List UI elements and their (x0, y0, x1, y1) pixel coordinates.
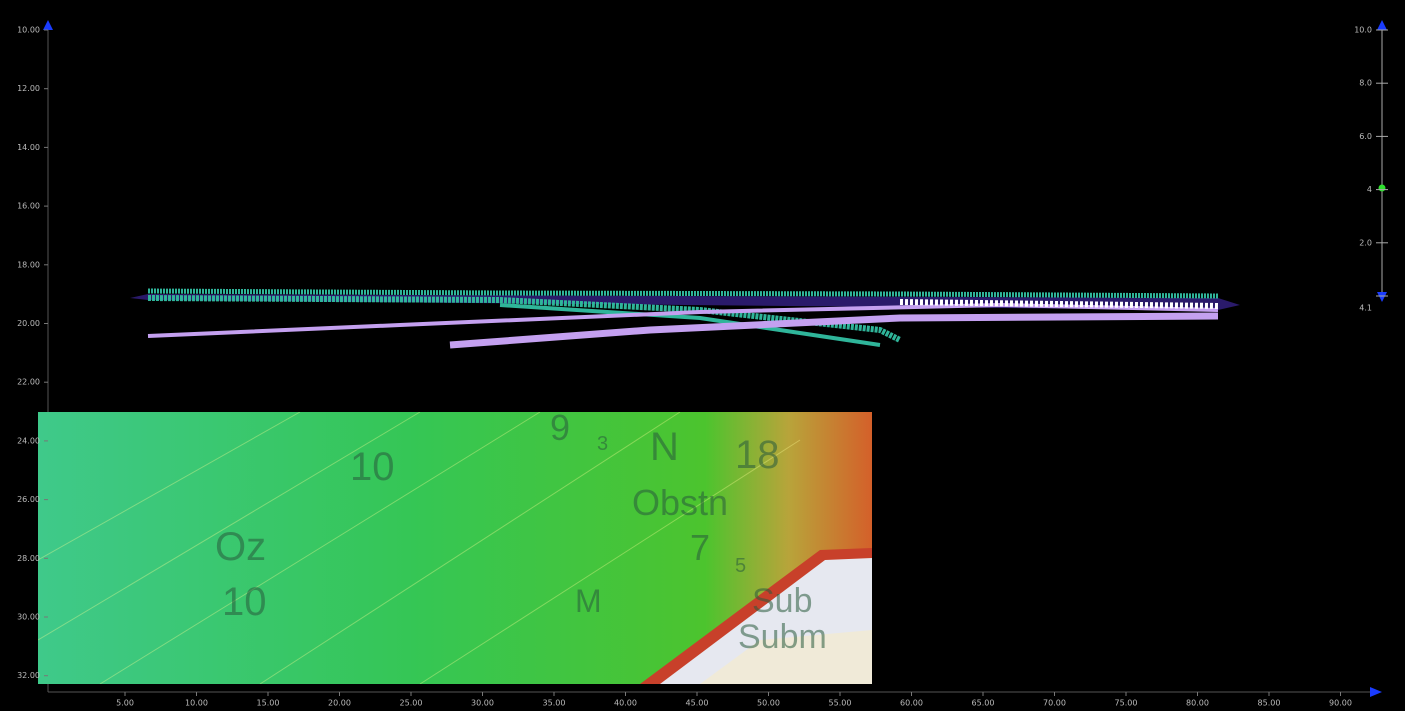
distance-label: 70.00 (1043, 699, 1066, 708)
distance-label: 60.00 (900, 699, 923, 708)
map-label: 7 (690, 527, 710, 568)
distance-label: 5.00 (116, 699, 134, 708)
distance-label: 15.00 (257, 699, 280, 708)
scale-label: 4 (1367, 185, 1372, 194)
map-label: 10 (222, 580, 267, 624)
distance-label: 85.00 (1258, 699, 1281, 708)
map-label: 3 (597, 433, 608, 455)
map-label: Obstn (632, 482, 728, 523)
distance-label: 65.00 (972, 699, 995, 708)
map-label: M (575, 583, 602, 619)
depth-label: 26.00 (17, 495, 40, 504)
map-label: Oz (215, 525, 266, 569)
scale-label: 2.0 (1359, 238, 1372, 247)
distance-label: 40.00 (614, 699, 637, 708)
depth-label: 10.00 (17, 26, 40, 35)
map-label: Subm (738, 618, 827, 656)
distance-label: 45.00 (686, 699, 709, 708)
scale-label: 4.1 (1359, 304, 1372, 313)
distance-label: 10.00 (185, 699, 208, 708)
depth-label: 12.00 (17, 84, 40, 93)
distance-label: 55.00 (829, 699, 852, 708)
depth-label: 14.00 (17, 143, 40, 152)
depth-label: 18.00 (17, 260, 40, 269)
depth-label: 22.00 (17, 378, 40, 387)
distance-label: 75.00 (1115, 699, 1138, 708)
depth-label: 20.00 (17, 319, 40, 328)
distance-label: 25.00 (400, 699, 423, 708)
map-label: Sub (752, 582, 813, 620)
distance-label: 30.00 (471, 699, 494, 708)
map-label: 10 (350, 445, 395, 489)
depth-label: 30.00 (17, 613, 40, 622)
scale-label: 10.0 (1354, 26, 1372, 35)
depth-label: 32.00 (17, 671, 40, 680)
scale-handle[interactable] (1379, 185, 1386, 192)
depth-label: 28.00 (17, 554, 40, 563)
map-label: N (650, 425, 679, 469)
distance-label: 80.00 (1186, 699, 1209, 708)
distance-label: 90.00 (1329, 699, 1352, 708)
distance-label: 35.00 (543, 699, 566, 708)
map-label: 5 (735, 555, 746, 577)
map-label: 9 (550, 407, 570, 448)
map-label: 18 (735, 433, 780, 477)
distance-label: 50.00 (757, 699, 780, 708)
page: 9 3 N 18 10 Oz 10 Obstn7 5 M SubSubm 10.00 12.00 14.… (0, 0, 1405, 711)
depth-label: 24.00 (17, 436, 40, 445)
scale-label: 8.0 (1359, 79, 1372, 88)
scale-label: 6.0 (1359, 132, 1372, 141)
depth-label: 16.00 (17, 202, 40, 211)
distance-label: 20.00 (328, 699, 351, 708)
viewer: 9 3 N 18 10 Oz 10 Obstn7 5 M SubSubm 10.00 12.00 14.… (0, 0, 1405, 711)
